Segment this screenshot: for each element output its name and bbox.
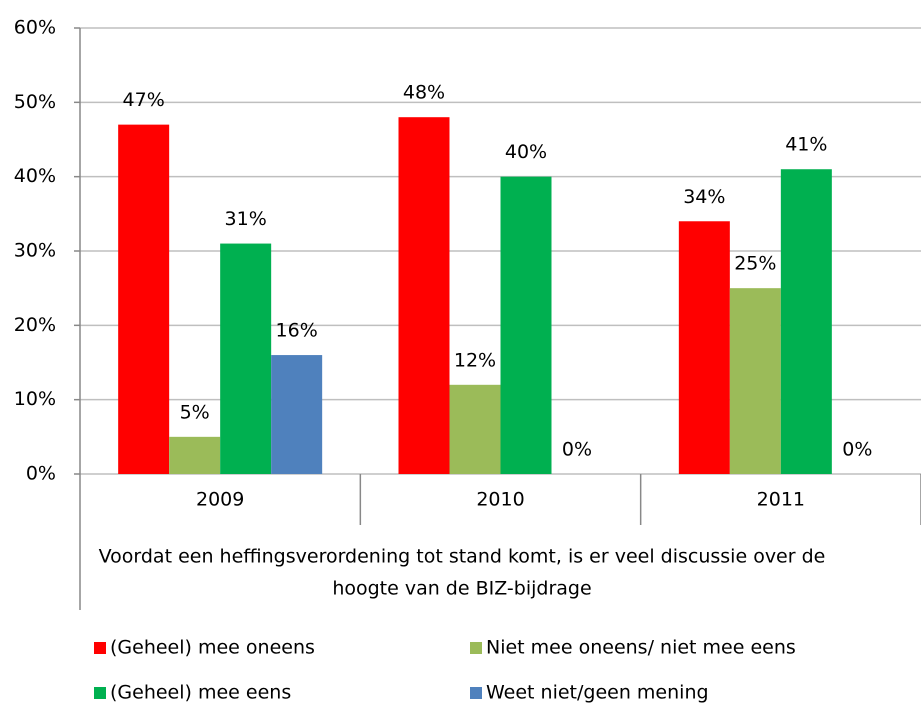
bar [449,384,501,474]
bar [220,243,272,474]
legend-label: (Geheel) mee oneens [110,637,315,659]
legend-swatch [470,642,482,654]
legend-swatch [94,642,106,654]
y-tick-label: 0% [26,463,56,485]
value-label: 40% [505,141,547,163]
legend-label: Niet mee oneens/ niet mee eens [486,637,796,659]
y-tick-label: 60% [14,17,56,39]
x-tick-label: 2009 [196,489,244,511]
legend-label: (Geheel) mee eens [110,682,291,704]
bar [678,221,730,474]
x-axis-title: Voordat een heffingsverordening tot stan… [99,546,826,568]
bar [271,355,323,474]
y-tick-label: 20% [14,314,56,336]
value-label: 48% [403,82,445,104]
bar [398,117,450,474]
bar [169,436,221,474]
value-label: 34% [683,186,725,208]
legend-swatch [470,687,482,699]
value-label: 25% [734,253,776,275]
value-label: 31% [225,208,267,230]
legend-label: Weet niet/geen mening [486,682,709,704]
y-tick-label: 50% [14,91,56,113]
value-label: 16% [276,320,318,342]
bar [780,169,832,474]
x-tick-label: 2010 [476,489,524,511]
bar [118,124,170,474]
value-label: 0% [562,439,592,461]
value-label: 12% [454,349,496,371]
y-tick-label: 10% [14,388,56,410]
value-label: 0% [842,439,872,461]
bar [729,288,781,474]
x-axis-title: hoogte van de BIZ-bijdrage [332,578,591,600]
y-tick-label: 40% [14,165,56,187]
y-tick-label: 30% [14,240,56,262]
legend-swatch [94,687,106,699]
value-label: 5% [180,401,210,423]
value-label: 41% [785,134,827,156]
bar [500,176,552,474]
value-label: 47% [123,89,165,111]
x-tick-label: 2011 [757,489,805,511]
